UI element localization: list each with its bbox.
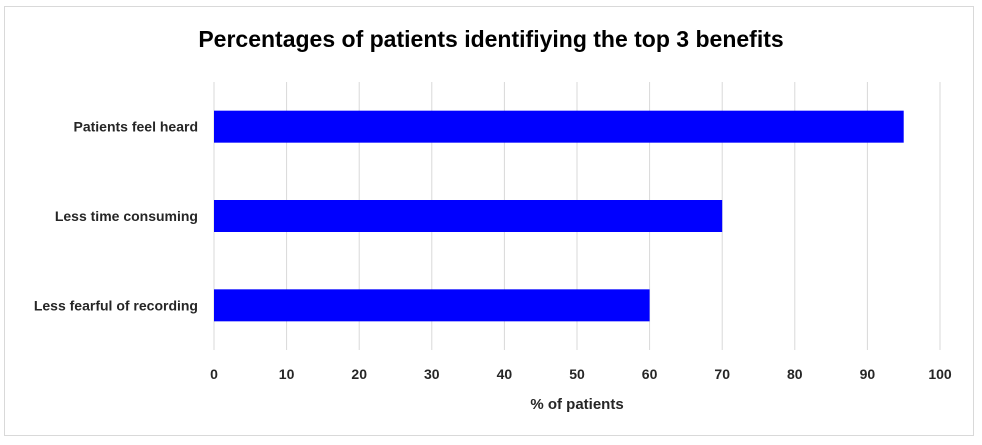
x-tick-label: 80 xyxy=(787,366,803,382)
category-label: Patients feel heard xyxy=(74,119,199,135)
x-tick-label: 40 xyxy=(497,366,513,382)
category-labels: Patients feel heard Less time consuming Le… xyxy=(34,119,198,314)
bar xyxy=(214,110,904,143)
x-tick-label: 70 xyxy=(714,366,730,382)
x-tick-label: 90 xyxy=(860,366,876,382)
x-tick-labels: 0 10 20 30 40 50 60 70 80 90 100 xyxy=(210,366,952,382)
x-tick-label: 60 xyxy=(642,366,658,382)
x-tick-label: 0 xyxy=(210,366,218,382)
x-tick-label: 20 xyxy=(351,366,367,382)
bars xyxy=(214,110,904,322)
bar xyxy=(214,289,650,322)
x-tick-label: 100 xyxy=(928,366,952,382)
category-label: Less time consuming xyxy=(55,208,198,224)
category-label: Less fearful of recording xyxy=(34,297,198,313)
bar xyxy=(214,200,723,232)
x-tick-label: 50 xyxy=(569,366,585,382)
x-tick-label: 10 xyxy=(279,366,295,382)
x-axis-title: % of patients xyxy=(530,396,623,413)
chart-title: Percentages of patients identifiying the… xyxy=(198,26,784,52)
x-tick-label: 30 xyxy=(424,366,440,382)
